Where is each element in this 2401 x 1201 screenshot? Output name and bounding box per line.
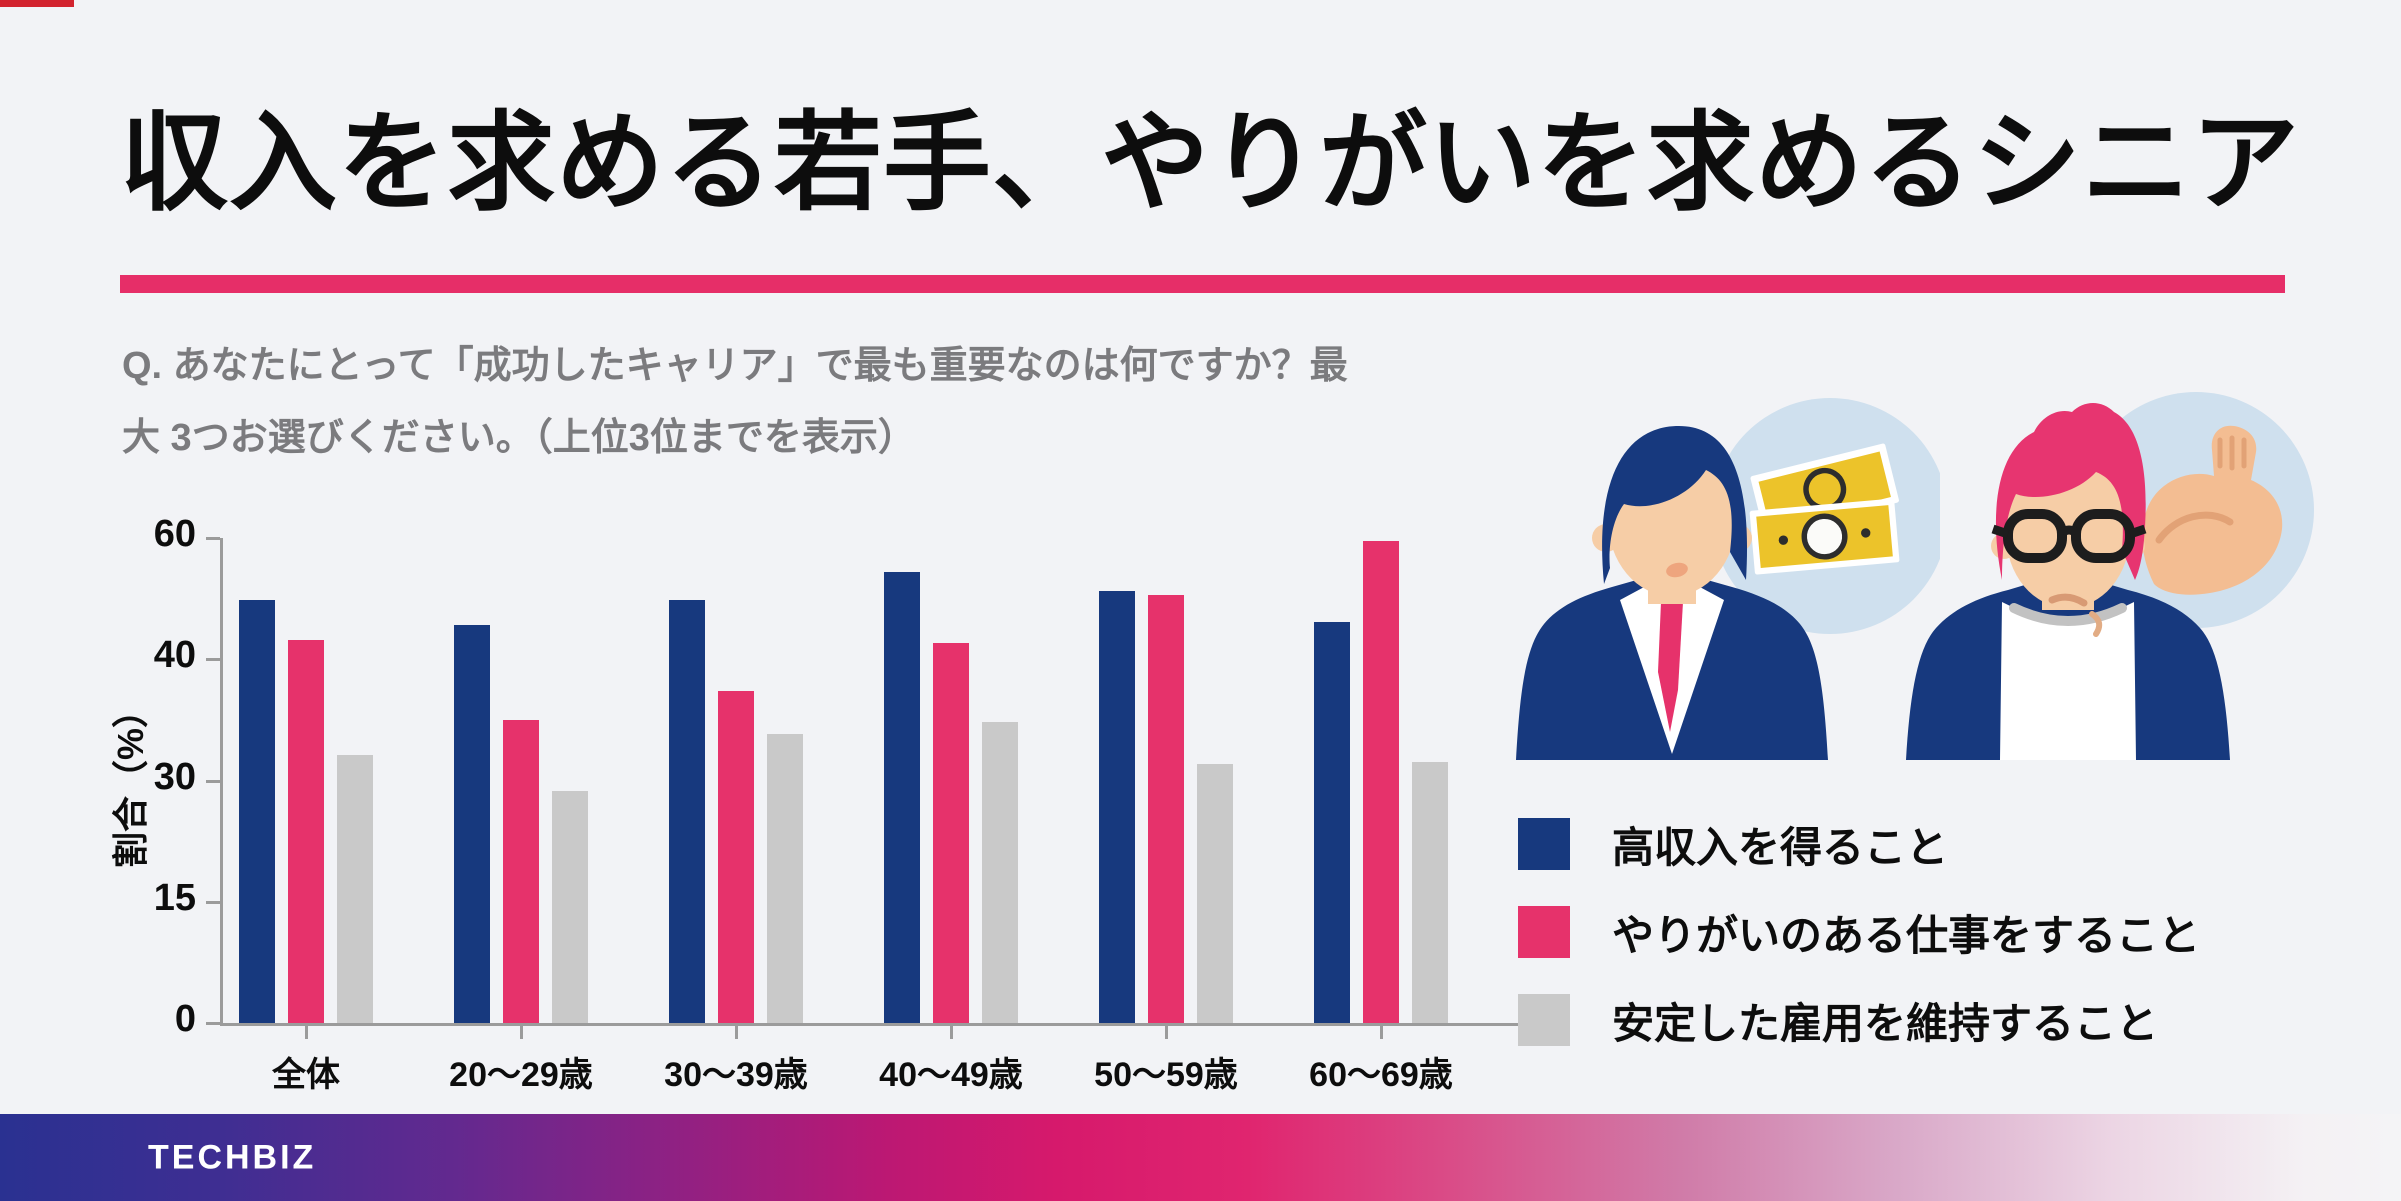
bar-gray-0 (337, 755, 373, 1023)
y-tick-mark (206, 537, 220, 540)
top-left-red-strip (0, 0, 74, 7)
x-tick-mark (1380, 1026, 1383, 1039)
y-tick-label: 0 (174, 998, 196, 1040)
money-icon (1749, 443, 1900, 575)
bar-gray-1 (552, 791, 588, 1023)
legend-item: 高収入を得ること (1518, 818, 2378, 871)
survey-question: Q. あなたにとって「成功したキャリア」で最も重要なのは何ですか？最 大 3つお… (122, 330, 1482, 474)
x-tick-label: 全体 (272, 1056, 340, 1094)
bar-pink-1 (503, 720, 539, 1023)
muscle-icon (2142, 425, 2283, 595)
bar-gray-2 (767, 734, 803, 1023)
legend-swatch (1518, 994, 1570, 1046)
legend-item: やりがいのある仕事をすること (1518, 906, 2378, 959)
y-axis-line (220, 538, 223, 1026)
bar-blue-2 (669, 600, 705, 1023)
y-tick-label: 60 (153, 513, 196, 555)
page-title: 収入を求める若手、やりがいを求めるシニア (120, 102, 2301, 223)
glasses-icon (1991, 509, 2147, 563)
x-tick-label: 50〜59歳 (1094, 1056, 1238, 1094)
survey-question-line1: Q. あなたにとって「成功したキャリア」で最も重要なのは何ですか？最 (122, 345, 1348, 387)
x-tick-label: 20〜29歳 (449, 1056, 593, 1094)
legend-label: やりがいのある仕事をすること (1612, 911, 2201, 959)
bar-pink-3 (933, 643, 969, 1023)
chart-legend: 高収入を得ることやりがいのある仕事をすること 安定した雇用を維持すること (1518, 818, 2378, 1082)
legend-label: 高収入を得ること (1612, 823, 1949, 871)
bar-pink-0 (288, 640, 324, 1023)
y-tick-mark (206, 779, 220, 783)
brand-logo: TECHBIZ (148, 1138, 317, 1176)
bar-blue-4 (1099, 591, 1135, 1023)
bar-gray-4 (1197, 764, 1233, 1023)
x-tick-mark (735, 1026, 738, 1039)
x-tick-mark (520, 1026, 523, 1039)
young-man-figure (1516, 425, 1828, 760)
x-tick-mark (950, 1026, 953, 1039)
x-tick-mark (1165, 1026, 1168, 1039)
bar-blue-3 (884, 572, 920, 1023)
x-tick-label: 30〜39歳 (664, 1056, 808, 1094)
senior-man-illustration (1906, 392, 2314, 760)
legend-label: 安定した雇用を維持すること (1612, 999, 2159, 1047)
y-tick-label: 15 (153, 876, 196, 919)
y-tick-mark (206, 900, 220, 904)
legend-item: 安定した雇用を維持すること (1518, 994, 2378, 1047)
bar-blue-0 (239, 600, 275, 1023)
x-axis-line (220, 1023, 1522, 1026)
legend-swatch (1518, 818, 1570, 870)
legend-swatch (1518, 906, 1570, 958)
bar-pink-4 (1148, 595, 1184, 1023)
young-man-illustration (1516, 398, 1940, 760)
bar-blue-1 (454, 625, 490, 1023)
bar-pink-5 (1363, 541, 1399, 1023)
x-tick-mark (305, 1026, 308, 1039)
bar-gray-5 (1412, 762, 1448, 1023)
footer-bar: TECHBIZ (0, 1114, 2401, 1201)
bar-blue-5 (1314, 622, 1350, 1023)
y-tick-label: 30 (153, 755, 196, 798)
y-tick-label: 40 (153, 634, 196, 677)
y-tick-mark (206, 1022, 220, 1025)
senior-man-figure (1906, 403, 2230, 760)
x-tick-label: 40〜49歳 (879, 1056, 1023, 1094)
bar-gray-3 (982, 722, 1018, 1023)
x-tick-label: 60〜69歳 (1309, 1056, 1453, 1094)
title-divider (120, 275, 2285, 293)
bar-pink-2 (718, 691, 754, 1023)
survey-question-line2: 大 3つお選びください。（上位3位までを表示） (122, 417, 916, 459)
y-tick-mark (206, 658, 220, 662)
